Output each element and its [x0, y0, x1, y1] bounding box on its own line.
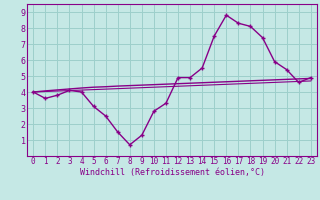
- X-axis label: Windchill (Refroidissement éolien,°C): Windchill (Refroidissement éolien,°C): [79, 168, 265, 177]
